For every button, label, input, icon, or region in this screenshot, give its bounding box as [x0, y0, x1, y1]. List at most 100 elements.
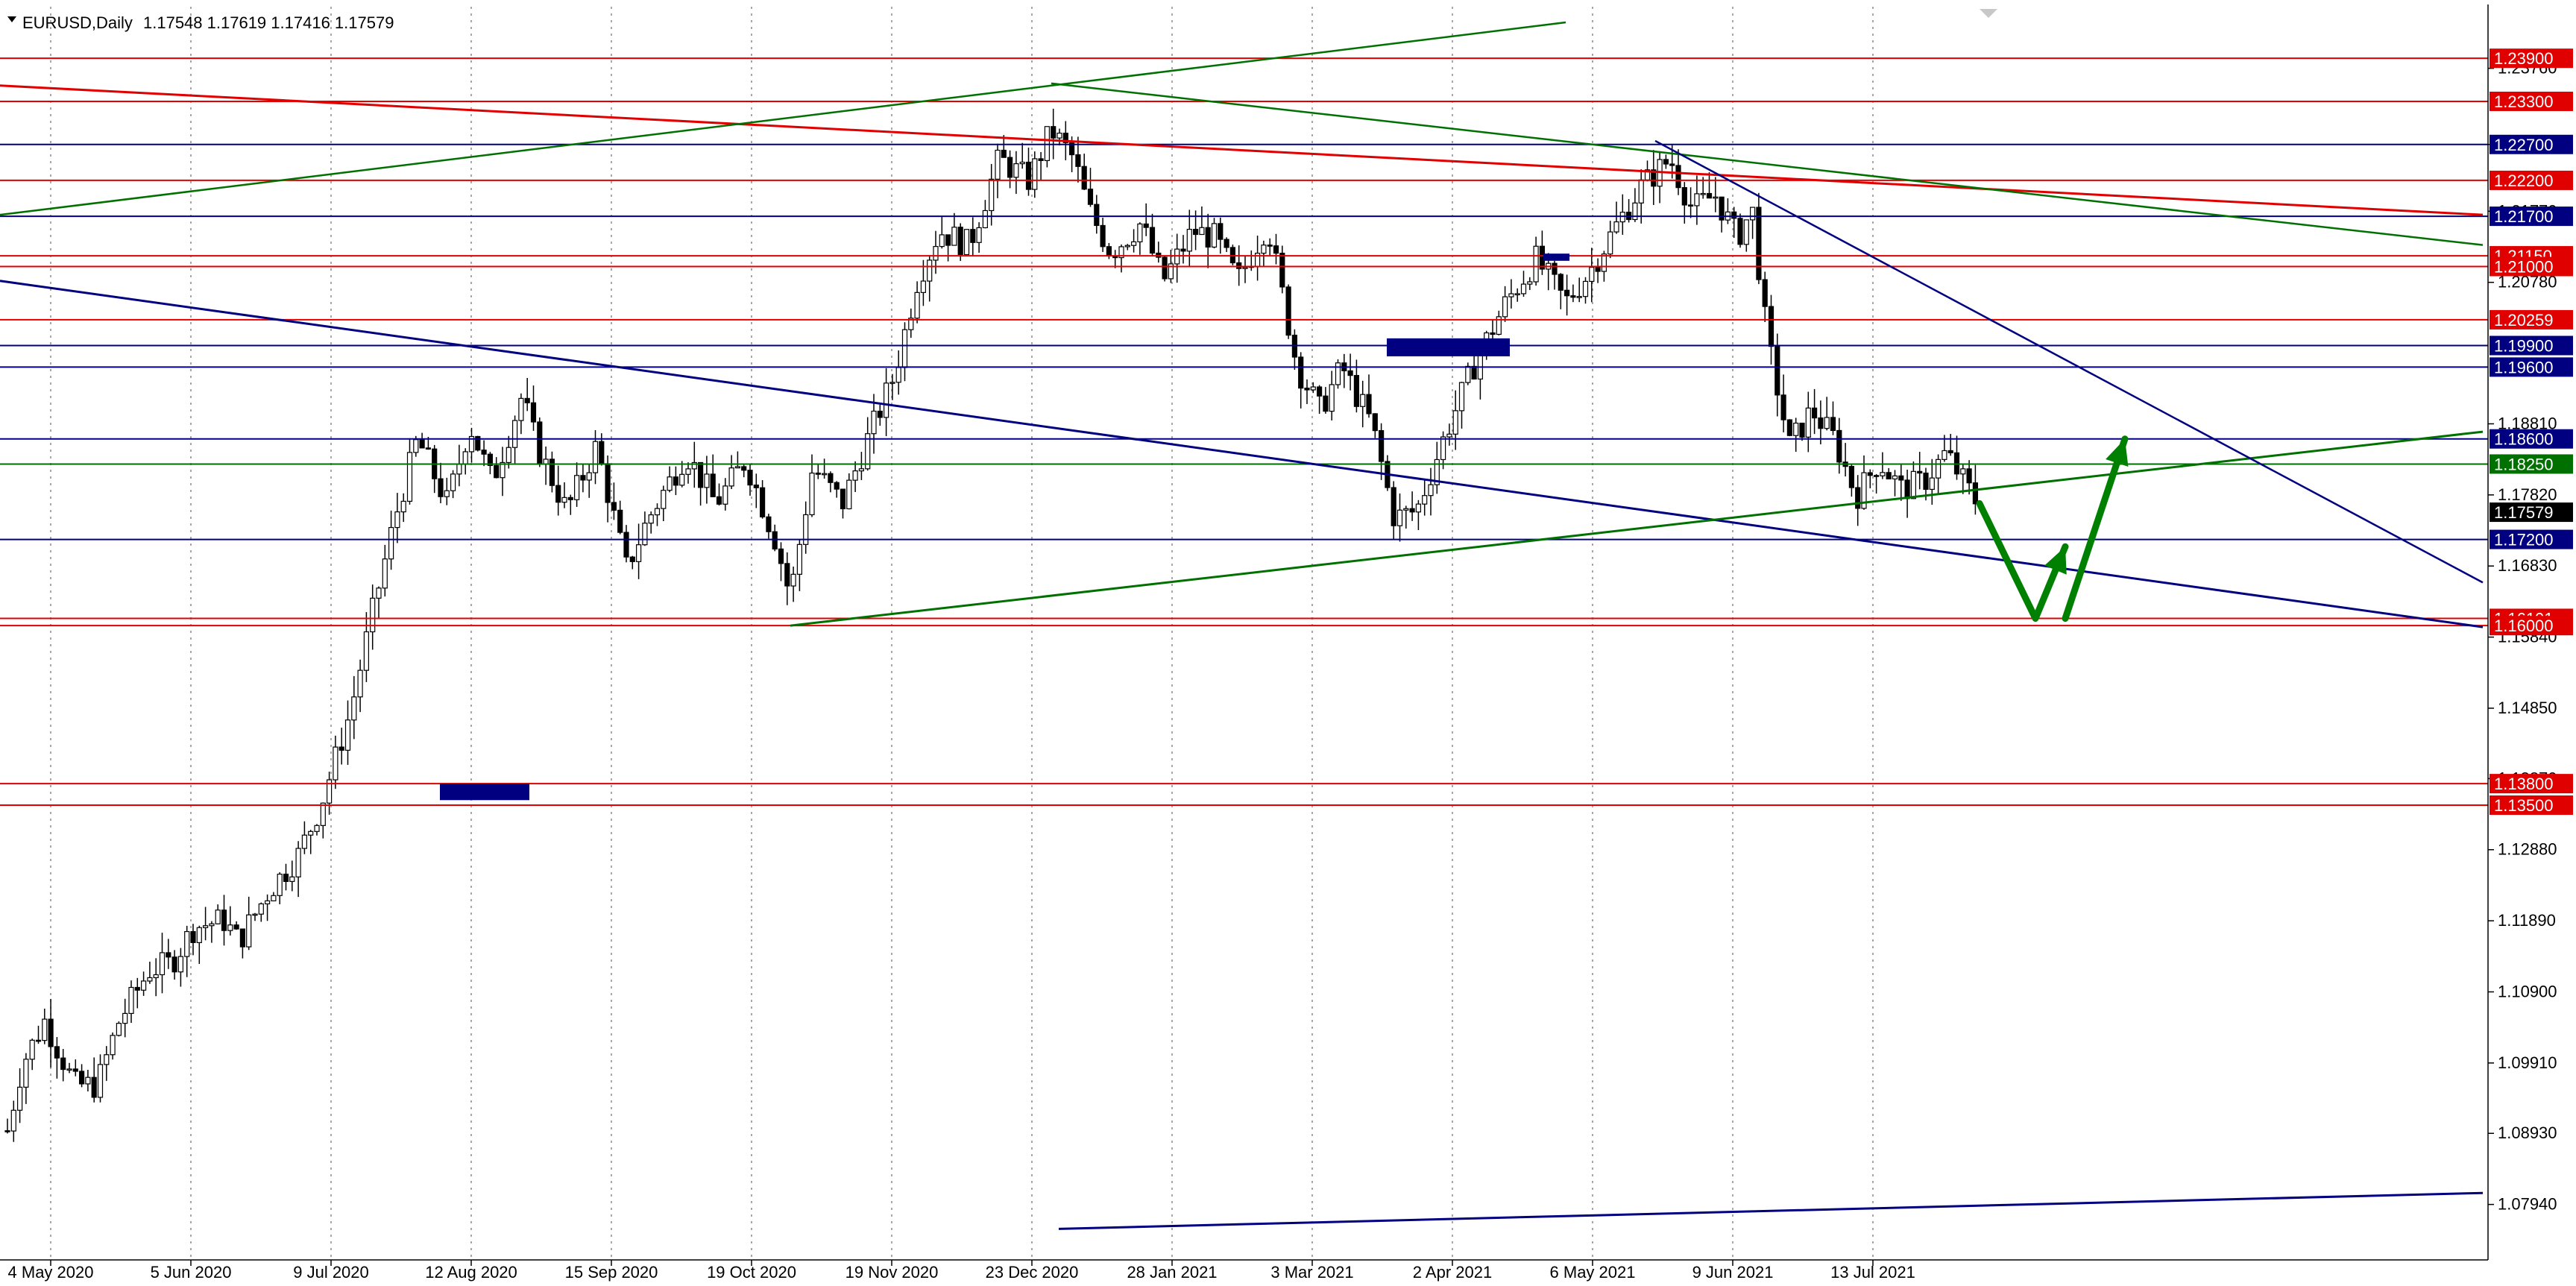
candle-body: [1081, 166, 1087, 190]
candle-body: [1149, 227, 1156, 254]
candle-body: [215, 910, 221, 924]
candle-body: [468, 435, 475, 453]
candle-body: [166, 952, 171, 958]
grid: [50, 0, 1874, 1260]
candle-body: [549, 458, 555, 486]
candle-body: [1750, 207, 1756, 221]
candle-body: [1062, 132, 1068, 144]
candle-body: [147, 977, 153, 982]
level-label-text: 1.13800: [2494, 775, 2554, 793]
candle-body: [865, 433, 871, 470]
trend-line: [0, 84, 2484, 216]
candle-body: [1218, 223, 1224, 240]
candle-body: [1316, 386, 1323, 397]
candle-body: [1298, 356, 1304, 389]
candle-body: [852, 470, 858, 481]
x-tick-label: 9 Jul 2020: [293, 1263, 369, 1282]
candle-body: [277, 873, 283, 896]
y-tick-label: 1.16830: [2498, 556, 2557, 575]
zone-rect: [1387, 338, 1510, 356]
candle-body: [1205, 227, 1211, 248]
candle-body: [1378, 429, 1385, 462]
candle-body: [196, 927, 202, 943]
candle-body: [1514, 293, 1520, 296]
candle-body: [141, 980, 147, 991]
scroll-marker-icon[interactable]: [1980, 9, 1997, 18]
candle-body: [877, 410, 883, 418]
candle-body: [227, 924, 233, 931]
candle-body: [4, 1130, 10, 1132]
forecast-arrows: [1976, 435, 2129, 622]
candle-body: [1756, 207, 1762, 280]
level-label-text: 1.21700: [2494, 207, 2554, 226]
candle-body: [530, 402, 537, 423]
forecast-arrow-path: [1976, 499, 2069, 622]
candle-body: [1236, 262, 1242, 269]
level-label-box: [2490, 774, 2573, 794]
candle-body: [1143, 223, 1149, 228]
candle-body: [809, 472, 815, 516]
x-tick-label: 15 Sep 2020: [565, 1263, 658, 1282]
candle-body: [110, 1035, 116, 1056]
candle-body: [766, 516, 772, 532]
candle-body: [487, 453, 494, 467]
x-tick-label: 19 Nov 2020: [845, 1263, 939, 1282]
candle-body: [611, 502, 617, 511]
candle-body: [376, 587, 382, 599]
candle-body: [406, 452, 413, 502]
candle-body: [327, 779, 333, 804]
candle-body: [1403, 508, 1409, 511]
candle-body: [989, 178, 995, 212]
level-label-text: 1.22700: [2494, 136, 2554, 154]
candle-body: [1638, 179, 1644, 204]
x-tick-label: 6 May 2021: [1550, 1263, 1636, 1282]
candle-body: [1267, 245, 1273, 247]
candle-body: [1936, 458, 1942, 479]
candle-body: [500, 461, 506, 479]
level-label-box: [2490, 357, 2573, 377]
candle-body: [1130, 241, 1137, 246]
candle-body: [927, 259, 933, 282]
candle-body: [1824, 417, 1830, 429]
candle-body: [128, 986, 134, 1015]
candle-body: [1786, 419, 1792, 436]
candle-body: [438, 478, 444, 497]
candle-body: [388, 526, 394, 560]
candle-body: [1589, 266, 1595, 283]
x-tick-label: 2 Apr 2021: [1413, 1263, 1492, 1282]
candle-body: [790, 573, 796, 587]
candle-body: [858, 468, 865, 472]
candle-body: [462, 451, 468, 465]
candle-body: [419, 439, 425, 449]
x-tick-label: 23 Dec 2020: [986, 1263, 1079, 1282]
candle-body: [1186, 228, 1192, 252]
zone-rect: [1543, 253, 1569, 261]
candle-body: [629, 556, 635, 562]
candle-body: [190, 930, 196, 943]
candle-body: [134, 986, 140, 991]
candle-body: [344, 719, 351, 751]
y-tick-label: 1.12880: [2498, 840, 2557, 859]
candle-body: [1743, 219, 1749, 245]
candle-body: [444, 490, 450, 497]
level-label-box: [2490, 795, 2573, 816]
candle-body: [1391, 487, 1396, 526]
candle-body: [1904, 479, 1910, 499]
candle-body: [116, 1023, 122, 1036]
candle-body: [1910, 470, 1916, 499]
candle-body: [1799, 422, 1805, 438]
level-label-box: [2490, 170, 2573, 190]
candle-body: [104, 1054, 110, 1065]
candle-body: [1533, 245, 1539, 283]
candle-body: [586, 472, 592, 481]
level-label-box: [2490, 529, 2573, 549]
candle-body: [1929, 477, 1935, 491]
candle-body: [1323, 395, 1329, 412]
candle-body: [1527, 281, 1533, 285]
candle-body: [1056, 132, 1062, 139]
candle-body: [1353, 375, 1360, 407]
symbol-dropdown-icon[interactable]: [7, 16, 16, 22]
